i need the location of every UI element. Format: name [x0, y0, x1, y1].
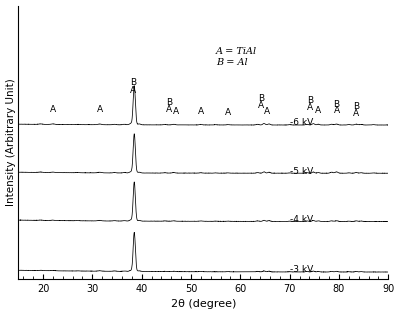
Text: B: B [130, 78, 136, 87]
Text: B: B [166, 98, 172, 107]
Text: A: A [173, 107, 179, 116]
X-axis label: 2θ (degree): 2θ (degree) [171, 300, 236, 309]
Text: B = Al: B = Al [216, 58, 247, 67]
Text: A: A [334, 106, 340, 115]
Text: A: A [130, 86, 136, 95]
Text: -4 kV: -4 kV [290, 215, 313, 224]
Text: A: A [198, 107, 204, 116]
Text: A: A [353, 109, 359, 118]
Text: A: A [225, 108, 231, 117]
Text: -3 kV: -3 kV [290, 265, 313, 274]
Text: A: A [97, 106, 103, 114]
Text: A: A [307, 103, 314, 112]
Text: B: B [334, 100, 340, 108]
Text: A: A [50, 106, 56, 114]
Y-axis label: Intensity (Arbitrary Unit): Intensity (Arbitrary Unit) [6, 78, 16, 206]
Text: B: B [307, 96, 314, 105]
Text: A: A [166, 105, 172, 114]
Text: -6 kV: -6 kV [290, 118, 313, 127]
Text: A = TiAl: A = TiAl [216, 47, 257, 56]
Text: A: A [258, 101, 264, 110]
Text: B: B [258, 94, 264, 103]
Text: A: A [264, 107, 270, 116]
Text: A: A [315, 106, 321, 115]
Text: -5 kV: -5 kV [290, 167, 313, 175]
Text: B: B [353, 102, 359, 111]
